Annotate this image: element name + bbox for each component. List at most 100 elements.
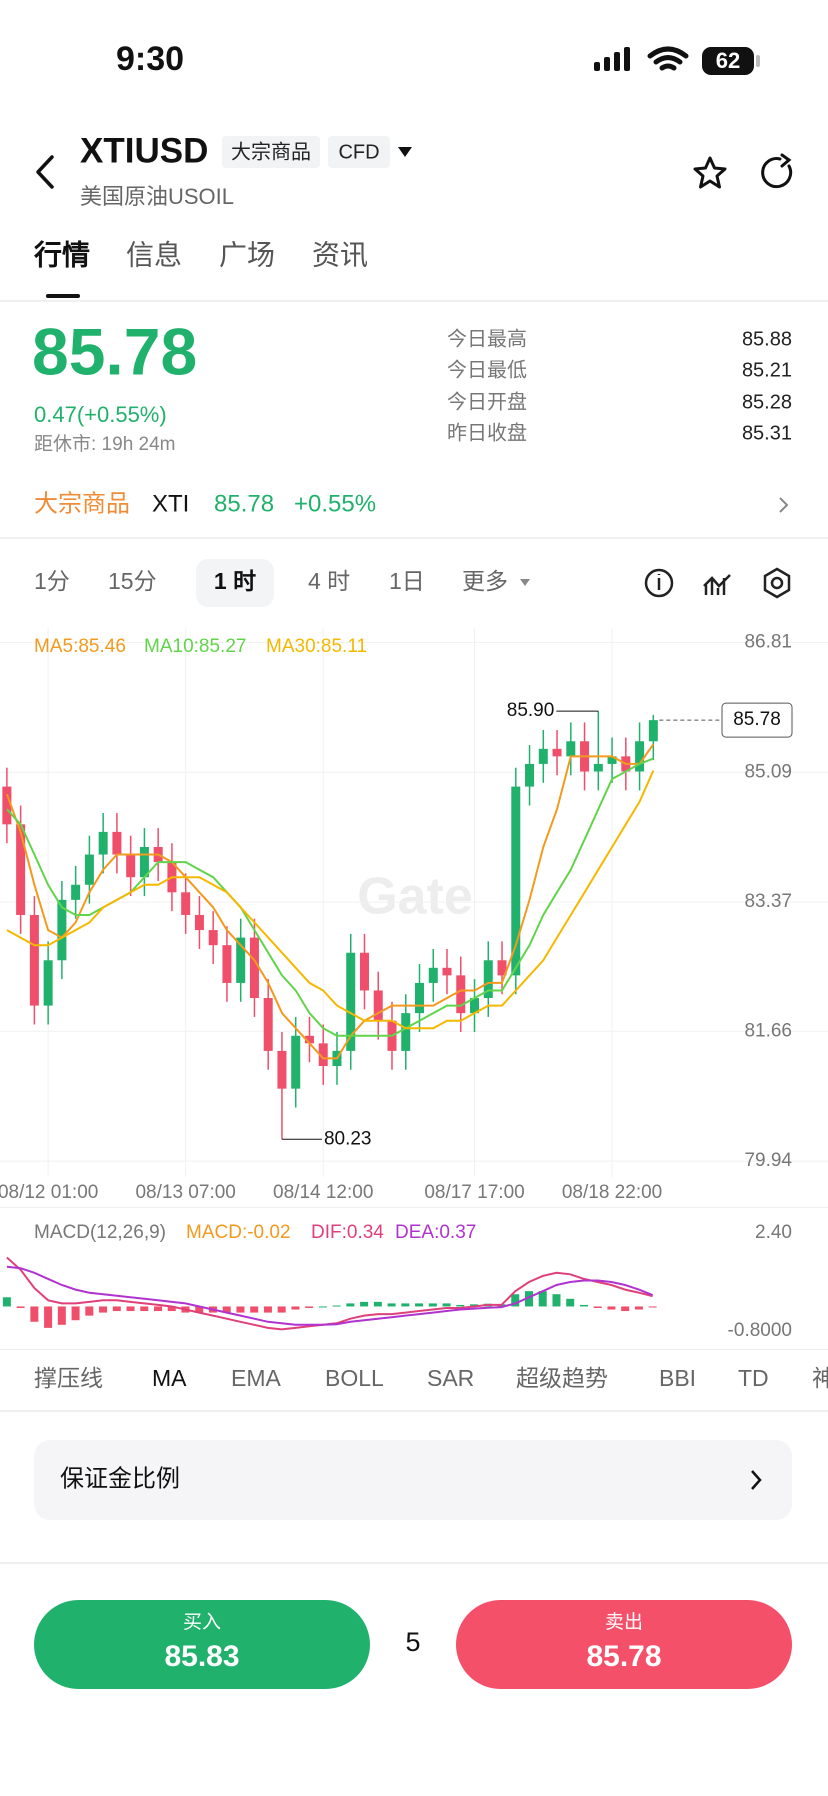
tab[interactable]: 行情 [33, 238, 90, 270]
candle-body [16, 824, 26, 915]
status-time: 9:30 [116, 40, 184, 78]
macd-bar [511, 1294, 520, 1307]
macd-bar [263, 1306, 272, 1313]
tab[interactable]: 广场 [219, 239, 275, 270]
macd-bar [621, 1306, 630, 1312]
intervals: 1分 15分 1 时 4 时 1日 更多 [34, 568, 508, 594]
macd-bar [71, 1306, 80, 1321]
candle-body [208, 930, 218, 946]
x-tick-label: 08/12 01:00 [0, 1182, 98, 1203]
candle-body [428, 967, 438, 983]
candle-body [635, 741, 645, 772]
candle-body [538, 748, 548, 764]
dropdown-arrow[interactable] [398, 147, 412, 157]
candle-body [181, 892, 191, 915]
divider [0, 1410, 828, 1412]
y-tick-label: 79.94 [744, 1150, 792, 1171]
macd-bar [318, 1306, 327, 1308]
related-change: +0.55% [294, 490, 376, 517]
candle-body [648, 720, 658, 742]
interval[interactable]: 1分 [34, 568, 70, 594]
watermark: Gate [357, 868, 473, 926]
macd-bar [579, 1304, 588, 1307]
indicator[interactable]: 神 [812, 1365, 828, 1391]
macd-bar [470, 1304, 479, 1307]
indicator-tabs: 撑压线 MA EMA BOLL SAR 超级趋势 BBI TD 神 [34, 1365, 828, 1391]
y-tick-label: 2.40 [755, 1222, 792, 1243]
x-tick-label: 08/14 12:00 [273, 1182, 373, 1203]
candle-body [593, 763, 603, 772]
stat-label: 今日开盘 [447, 390, 527, 413]
macd-bar [140, 1306, 149, 1312]
back-button[interactable] [36, 155, 54, 189]
stat-label: 今日最低 [447, 358, 527, 381]
macd-bar [195, 1306, 204, 1313]
quantity[interactable]: 5 [405, 1627, 420, 1657]
candle-body [2, 786, 12, 825]
candle-body [401, 1013, 411, 1051]
x-tick-label: 08/18 22:00 [562, 1182, 662, 1203]
interval[interactable]: 1 时 [214, 568, 256, 594]
x-tick-label: 08/17 17:00 [424, 1182, 524, 1203]
macd-bar [236, 1306, 245, 1313]
y-tick-label: 83.37 [744, 891, 792, 912]
indicator[interactable]: BBI [659, 1365, 696, 1391]
indicator[interactable]: EMA [231, 1365, 282, 1391]
tab[interactable]: 资讯 [312, 239, 368, 270]
market-tag[interactable]: CFD [338, 141, 379, 163]
candle-body [236, 937, 246, 983]
sell-price: 85.78 [586, 1640, 661, 1673]
interval[interactable]: 更多 [462, 568, 508, 594]
macd-bar [44, 1306, 53, 1328]
y-tick-label: 85.09 [744, 761, 792, 782]
candle-body [359, 952, 369, 991]
indicator[interactable]: TD [738, 1365, 769, 1391]
macd-bar [16, 1306, 25, 1308]
stats: 今日最高 85.88 今日最低 85.21 今日开盘 85.28 昨日收盘 85… [447, 327, 792, 444]
signal-icon [594, 47, 630, 71]
buy-button[interactable] [34, 1600, 370, 1689]
related-row[interactable]: 大宗商品 XTI 85.78 +0.55% [34, 490, 376, 517]
indicator[interactable]: SAR [427, 1365, 474, 1391]
tab[interactable]: 信息 [126, 239, 182, 270]
y-tick-label: 81.66 [744, 1020, 792, 1041]
related-price: 85.78 [214, 490, 274, 517]
divider [0, 1207, 828, 1208]
ma-line [5, 743, 655, 1060]
macd-bar [291, 1306, 300, 1310]
settings-button[interactable] [763, 567, 791, 599]
tag: 大宗商品 [231, 140, 311, 163]
candle-body [112, 831, 122, 855]
sell-button[interactable] [456, 1600, 792, 1689]
y-tick-label: 86.81 [744, 631, 792, 652]
indicator[interactable]: MA [152, 1365, 187, 1391]
candle-body [497, 960, 507, 976]
indicator[interactable]: BOLL [325, 1365, 384, 1391]
interval[interactable]: 15分 [108, 568, 157, 594]
macd-bar [30, 1306, 39, 1322]
macd-bar [85, 1306, 94, 1316]
macd-bar [167, 1306, 176, 1312]
interval[interactable]: 1日 [389, 568, 425, 594]
candle-body [43, 960, 53, 1006]
candle-body [470, 998, 480, 1014]
macd-bar [126, 1306, 135, 1312]
margin-card[interactable] [34, 1440, 792, 1520]
price-tag-label: 85.78 [733, 709, 781, 730]
macd-bar [305, 1306, 314, 1308]
macd-bar [346, 1303, 355, 1307]
macd-bar [2, 1297, 11, 1307]
tab-indicator [46, 294, 80, 298]
ma-line [6, 770, 655, 1030]
macd-bar [524, 1291, 533, 1307]
indicator-button[interactable] [703, 574, 731, 595]
share-button[interactable] [761, 153, 793, 189]
indicator[interactable]: 超级趋势 [516, 1365, 608, 1391]
indicator[interactable]: 撑压线 [34, 1365, 103, 1391]
favorite-button[interactable] [693, 156, 727, 189]
macd-bar [648, 1306, 657, 1308]
candle-body [249, 937, 259, 999]
info-button[interactable] [644, 568, 674, 598]
interval[interactable]: 4 时 [308, 568, 350, 594]
